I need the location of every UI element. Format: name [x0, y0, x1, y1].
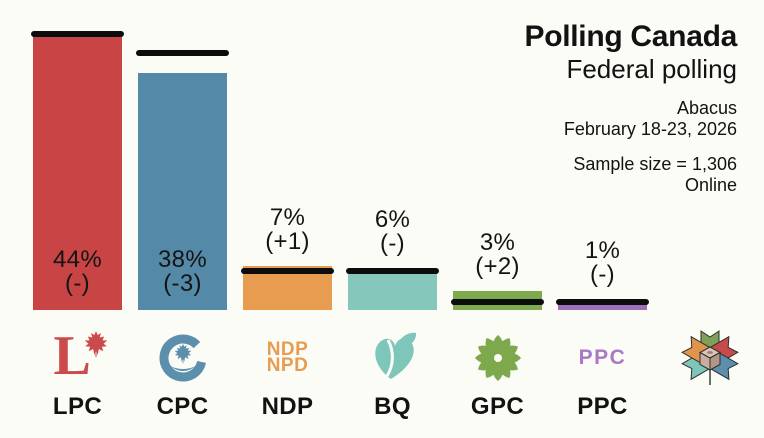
pollster-name: Abacus — [676, 98, 737, 118]
value-text-bq: 6% — [374, 205, 411, 233]
sample-meta: Sample size = 1,306 Online — [525, 154, 737, 196]
change-text-cpc: (-3) — [163, 270, 202, 297]
header: Polling Canada Federal polling Abacus Fe… — [525, 20, 738, 196]
value-label-lpc: 44% (-) — [8, 248, 148, 296]
poll-date-range: February 18-23, 2026 — [563, 119, 737, 139]
liberal-logo: L — [50, 325, 107, 387]
chart-subtitle: Federal polling — [566, 54, 737, 84]
cpc-logo — [130, 328, 235, 388]
ndp-logo: NDP NPD — [235, 328, 340, 388]
bar-lpc — [33, 35, 122, 310]
poll-mode: Online — [684, 175, 737, 195]
previous-poll-marker-bq — [346, 267, 439, 274]
change-text-gpc: (+2) — [475, 253, 520, 281]
conservative-c-maple-leaf-icon — [159, 334, 206, 382]
mosaic-maple-leaf-icon — [681, 330, 738, 385]
value-label-bq: 6% (-) — [323, 205, 463, 257]
page-title: Polling Canada — [524, 20, 738, 53]
value-text-lpc: 44% — [53, 246, 102, 273]
previous-poll-marker-gpc — [451, 298, 544, 305]
maple-leaf-icon — [84, 331, 107, 357]
previous-poll-marker-ppc — [556, 298, 649, 305]
bar-bq — [348, 272, 437, 310]
green-flower-icon — [474, 335, 521, 381]
bq-logo — [340, 328, 445, 388]
polling-canada-logo — [657, 328, 762, 388]
value-text-ppc: 1% — [584, 236, 621, 264]
party-label-bq: BQ — [374, 393, 411, 420]
value-label-gpc: 3% (+2) — [428, 231, 568, 279]
bar-ppc — [558, 303, 647, 310]
party-label-gpc: GPC — [470, 393, 525, 420]
party-label-lpc: LPC — [52, 393, 103, 420]
ndp-npd-wordmark: NDP NPD — [266, 339, 309, 376]
party-label-ppc: PPC — [577, 393, 628, 420]
gpc-logo — [445, 328, 550, 388]
previous-poll-marker-ndp — [241, 267, 334, 274]
value-text-gpc: 3% — [479, 229, 516, 257]
ppc-wordmark: PPC — [578, 346, 627, 369]
lpc-logo-letter: L — [53, 325, 91, 387]
previous-poll-marker-lpc — [31, 30, 124, 37]
value-text-ndp: 7% — [269, 204, 306, 232]
change-text-ndp: (+1) — [265, 228, 310, 256]
value-label-ndp: 7% (+1) — [218, 206, 358, 254]
party-label-ndp: NDP — [261, 393, 314, 420]
value-label-ppc: 1% (-) — [533, 236, 673, 288]
ndp-logo-line1: NDP — [266, 339, 309, 360]
lpc-logo: L — [25, 328, 130, 388]
change-text-bq: (-) — [380, 229, 405, 257]
poll-meta: Abacus February 18-23, 2026 — [525, 98, 737, 140]
ndp-logo-line2: NPD — [266, 355, 309, 376]
sample-size: Sample size = 1,306 — [573, 154, 737, 174]
value-label-cpc: 38% (-3) — [113, 248, 253, 296]
ppc-logo: PPC — [550, 328, 655, 388]
value-text-cpc: 38% — [158, 246, 207, 273]
party-label-cpc: CPC — [156, 393, 209, 420]
bloc-heart-leaf-icon — [374, 332, 416, 379]
previous-poll-marker-cpc — [136, 49, 229, 56]
bar-cpc — [138, 73, 227, 310]
bar-ndp — [243, 266, 332, 310]
change-text-ppc: (-) — [590, 260, 615, 288]
change-text-lpc: (-) — [65, 270, 90, 297]
